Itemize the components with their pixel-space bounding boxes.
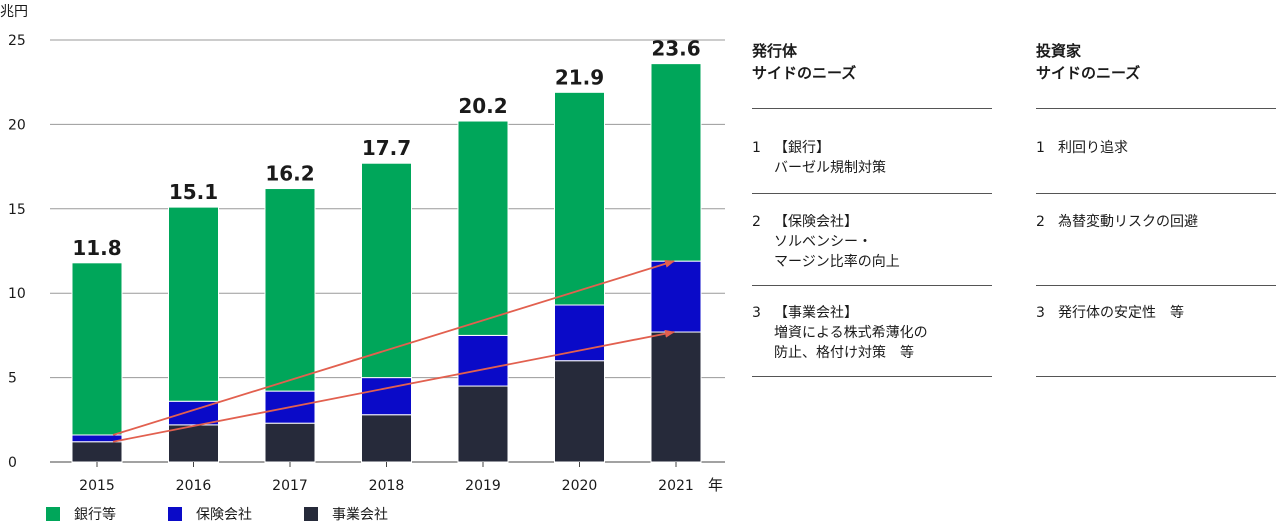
bar-segment bbox=[264, 422, 316, 463]
divider bbox=[1036, 376, 1276, 377]
divider bbox=[752, 376, 992, 377]
total-label: 17.7 bbox=[362, 136, 411, 160]
item-number: 3 bbox=[1036, 305, 1045, 321]
item-text: 【事業会社】 増資による株式希薄化の 防止、格付け対策 等 bbox=[774, 305, 928, 361]
trend-arrow bbox=[112, 259, 675, 436]
legend-swatch-insurers bbox=[168, 507, 182, 521]
bar-segment bbox=[264, 188, 316, 392]
legend-label-corporates: 事業会社 bbox=[332, 507, 388, 523]
bar-segment bbox=[361, 377, 412, 416]
stacked-bar-chart: 兆円 0 5 10 15 20 25 11.8 15.1 16.2 17.7 20.2 21.9 23… bbox=[0, 4, 725, 494]
issuer-need-item: 1 【銀行】 バーゼル規制対策 bbox=[752, 138, 1010, 178]
total-label: 20.2 bbox=[458, 94, 507, 118]
total-label: 11.8 bbox=[72, 236, 121, 260]
x-tick-labels: 2015 2016 2017 2018 2019 2020 2021 bbox=[79, 462, 694, 494]
legend-item-insurers: 保険会社 bbox=[168, 504, 252, 524]
issuer-needs-heading: 発行体 サイドのニーズ bbox=[752, 42, 857, 82]
legend-item-banks: 銀行等 bbox=[46, 504, 116, 524]
y-tick-labels: 0 5 10 15 20 25 bbox=[8, 33, 26, 471]
divider bbox=[752, 193, 992, 194]
bar-segment bbox=[457, 120, 509, 336]
issuer-need-item: 3 【事業会社】 増資による株式希薄化の 防止、格付け対策 等 bbox=[752, 303, 1010, 363]
bar-segment bbox=[650, 331, 702, 463]
item-number: 2 bbox=[752, 214, 761, 230]
bar-segment bbox=[650, 260, 702, 333]
x-tick-label: 2016 bbox=[176, 478, 212, 494]
y-tick-label: 5 bbox=[8, 371, 17, 387]
divider bbox=[1036, 193, 1276, 194]
divider bbox=[1036, 108, 1276, 109]
item-text: 【保険会社】 ソルベンシー・ マージン比率の向上 bbox=[774, 214, 900, 270]
chart-legend: 銀行等 保険会社 事業会社 bbox=[46, 504, 440, 524]
item-text: 利回り追求 bbox=[1058, 140, 1128, 156]
bar-segment bbox=[361, 162, 412, 379]
divider bbox=[1036, 285, 1276, 286]
issuer-need-item: 2 【保険会社】 ソルベンシー・ マージン比率の向上 bbox=[752, 212, 1010, 272]
item-number: 1 bbox=[1036, 140, 1045, 156]
item-text: 為替変動リスクの回避 bbox=[1058, 214, 1198, 230]
divider bbox=[752, 108, 992, 109]
bar-segment bbox=[554, 91, 605, 306]
x-unit-label: 年 bbox=[708, 476, 723, 494]
x-tick-label: 2020 bbox=[562, 478, 598, 494]
y-unit-label: 兆円 bbox=[0, 4, 28, 20]
y-tick-label: 25 bbox=[8, 33, 26, 49]
investor-needs-column: 投資家 サイドのニーズ 1 利回り追求 2 為替変動リスクの回避 3 発行体の安… bbox=[1036, 40, 1280, 377]
total-label: 15.1 bbox=[169, 180, 218, 204]
x-tick-label: 2015 bbox=[79, 478, 115, 494]
x-tick-label: 2018 bbox=[369, 478, 405, 494]
bar-segment bbox=[168, 424, 219, 463]
legend-swatch-corporates bbox=[304, 507, 318, 521]
bar-segment bbox=[650, 63, 702, 262]
bar-segment bbox=[554, 304, 605, 362]
bar-segment bbox=[71, 262, 123, 436]
y-tick-label: 20 bbox=[8, 117, 26, 133]
legend-swatch-banks bbox=[46, 507, 60, 521]
trend-arrow bbox=[112, 329, 675, 443]
investor-need-item: 3 発行体の安定性 等 bbox=[1036, 303, 1280, 323]
bar-segment bbox=[457, 385, 509, 463]
item-text: 発行体の安定性 等 bbox=[1058, 305, 1184, 321]
item-number: 2 bbox=[1036, 214, 1045, 230]
total-label: 21.9 bbox=[555, 65, 604, 89]
x-tick-label: 2021 bbox=[658, 478, 694, 494]
legend-label-banks: 銀行等 bbox=[74, 507, 116, 523]
bar-segment bbox=[554, 360, 605, 463]
trend-arrows bbox=[112, 259, 675, 443]
item-number: 3 bbox=[752, 305, 761, 321]
bar-segment bbox=[361, 414, 412, 463]
y-tick-label: 0 bbox=[8, 455, 17, 471]
y-tick-label: 15 bbox=[8, 202, 26, 218]
item-number: 1 bbox=[752, 140, 761, 156]
investor-need-item: 2 為替変動リスクの回避 bbox=[1036, 212, 1280, 232]
y-tick-label: 10 bbox=[8, 286, 26, 302]
divider bbox=[752, 285, 992, 286]
total-labels: 11.8 15.1 16.2 17.7 20.2 21.9 23.6 bbox=[72, 37, 700, 260]
total-label: 16.2 bbox=[265, 162, 314, 186]
bars bbox=[71, 63, 702, 463]
x-tick-label: 2017 bbox=[272, 478, 308, 494]
x-tick-label: 2019 bbox=[465, 478, 501, 494]
legend-label-insurers: 保険会社 bbox=[196, 507, 252, 523]
item-text: 【銀行】 バーゼル規制対策 bbox=[774, 140, 886, 176]
investor-need-item: 1 利回り追求 bbox=[1036, 138, 1280, 158]
bar-segment bbox=[457, 334, 509, 387]
investor-needs-heading: 投資家 サイドのニーズ bbox=[1036, 42, 1141, 82]
bar-segment bbox=[168, 206, 219, 402]
total-label: 23.6 bbox=[651, 37, 700, 61]
legend-item-corporates: 事業会社 bbox=[304, 504, 388, 524]
bar-segment bbox=[71, 441, 123, 463]
issuer-needs-column: 発行体 サイドのニーズ 1 【銀行】 バーゼル規制対策 2 【保険会社】 ソルベ… bbox=[752, 40, 1010, 377]
